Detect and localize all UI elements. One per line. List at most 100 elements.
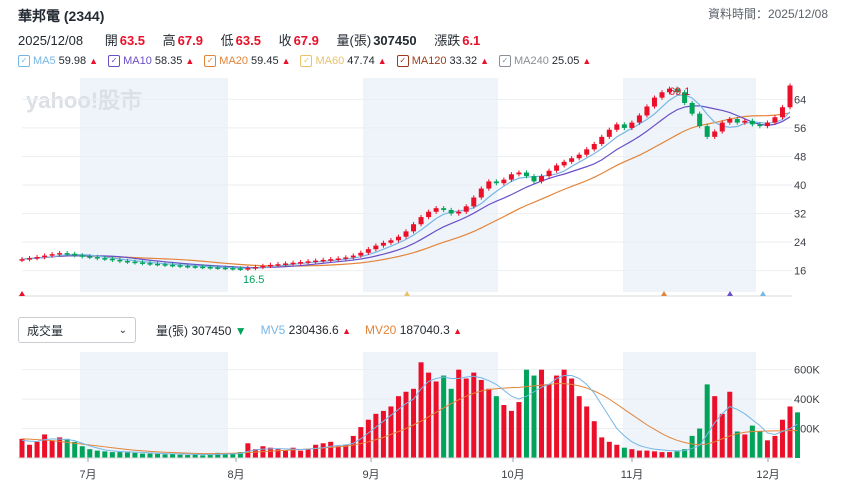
candlestick (644, 104, 650, 118)
candlestick (569, 156, 575, 164)
candle-body (162, 264, 168, 266)
ma-name: MA20 (219, 55, 249, 67)
candle-body (230, 268, 236, 270)
chevron-down-icon: ⌄ (118, 324, 127, 336)
candle-body (456, 211, 462, 214)
candlestick (117, 257, 123, 264)
checkbox-icon[interactable]: ✓ (204, 55, 217, 67)
up-arrow-icon: ▲ (185, 56, 195, 66)
checkbox-icon[interactable]: ✓ (499, 55, 511, 67)
ma-legend-item[interactable]: ✓ MA120 33.32 ▲ (396, 55, 489, 67)
candlestick (749, 118, 755, 127)
open-value: 63.5 (119, 33, 146, 48)
candle-body (365, 249, 371, 253)
candlestick (395, 234, 401, 243)
volume-bar (170, 453, 176, 458)
ma-legend-item[interactable]: ✓ MA5 59.98 ▲ (18, 55, 98, 67)
month-label: 9月 (362, 469, 379, 481)
volume-bar (749, 425, 755, 458)
checkbox-icon[interactable]: ✓ (18, 55, 30, 67)
candlestick (358, 250, 364, 258)
candle-body (561, 161, 567, 166)
volume-bar (779, 419, 785, 458)
candlestick (734, 116, 740, 125)
candle-body (64, 253, 70, 255)
mv5-label: MV5 (260, 323, 286, 337)
candlestick (267, 262, 273, 269)
candle-body (742, 120, 748, 123)
candlestick (343, 255, 349, 261)
candlestick (79, 253, 85, 259)
candlestick (328, 257, 334, 263)
ma-legend-item[interactable]: ✓ MA10 58.35 ▲ (108, 55, 194, 67)
candlestick (237, 266, 243, 271)
price-chart[interactable]: yahoo!股市 16 24 32 40 48 56 64 69.1 16.5 (0, 70, 848, 300)
candle-body (501, 179, 507, 184)
volume-bar (742, 434, 748, 458)
volume-bar (49, 440, 55, 458)
candle-body (79, 255, 85, 257)
checkbox-icon[interactable]: ✓ (300, 55, 313, 67)
volume-bar (508, 410, 514, 458)
candlestick (787, 83, 793, 110)
volume-bar (471, 372, 477, 458)
candle-body (328, 259, 334, 261)
volume-bar (441, 375, 447, 458)
candlestick (719, 120, 725, 134)
candlestick (712, 129, 718, 139)
candlestick (313, 258, 319, 264)
open-label: 開 (104, 33, 118, 48)
volume-bar (162, 454, 168, 458)
volume-bar (651, 451, 657, 458)
ma-legend-item[interactable]: ✓ MA60 47.74 ▲ (300, 55, 387, 67)
candlestick (132, 259, 138, 265)
candle-body (192, 266, 198, 268)
candlestick (192, 264, 198, 269)
ma-line (21, 105, 791, 269)
candle-body (177, 265, 183, 267)
candlestick (64, 250, 70, 256)
ma-legend: ✓ MA5 59.98 ▲ ✓ MA10 58.35 ▲ ✓ MA20 59.45 ▲ ✓ MA60 47.… (18, 55, 591, 67)
volume-chart[interactable]: 200K 400K 600K 7月 8月 9月 10月 11月 12月 (0, 346, 848, 496)
volume-bar (591, 421, 597, 458)
quote-row: 2025/12/08 開 63.5 高 67.9 低 63.5 收 67.9 量(張) 3… (18, 30, 480, 49)
candlestick (426, 209, 432, 220)
candle-body (207, 267, 213, 269)
ma-name: MA5 (33, 55, 56, 67)
volume-bar (222, 454, 228, 458)
candle-body (486, 181, 492, 189)
ma-legend-item[interactable]: ✓ MA240 25.05 ▲ (499, 55, 591, 67)
mv5-value: 230436.6 (288, 323, 339, 337)
volume-bar (117, 452, 123, 458)
volume-bar (395, 396, 401, 458)
volume-bar (64, 438, 70, 458)
candlestick (546, 168, 552, 179)
indicator-select[interactable]: 成交量 ⌄ (18, 317, 136, 343)
candlestick (584, 147, 590, 157)
candlestick (591, 141, 597, 152)
min-price-label: 16.5 (243, 274, 264, 286)
checkbox-icon[interactable]: ✓ (396, 55, 409, 67)
max-price-label: 69.1 (669, 86, 690, 98)
volume-bar (305, 449, 311, 458)
candlestick (388, 238, 394, 245)
vol-value: 307450 (191, 323, 232, 338)
volume-bar (569, 378, 575, 458)
candlestick (531, 173, 537, 184)
candle-body (42, 255, 48, 258)
candle-body (749, 120, 755, 125)
candlestick (599, 134, 605, 147)
candlestick (200, 264, 206, 270)
candlestick (298, 259, 304, 265)
candle-body (117, 259, 123, 262)
candlestick (742, 118, 748, 125)
volume-bar (358, 427, 364, 458)
volume-bar (554, 375, 560, 458)
up-arrow-icon: ▲ (342, 326, 351, 336)
ma-legend-item[interactable]: ✓ MA20 59.45 ▲ (204, 55, 290, 67)
volume-bar (34, 441, 40, 458)
checkbox-icon[interactable]: ✓ (108, 55, 121, 67)
candle-body (516, 172, 522, 175)
candle-body (433, 208, 439, 212)
candle-body (734, 119, 740, 123)
